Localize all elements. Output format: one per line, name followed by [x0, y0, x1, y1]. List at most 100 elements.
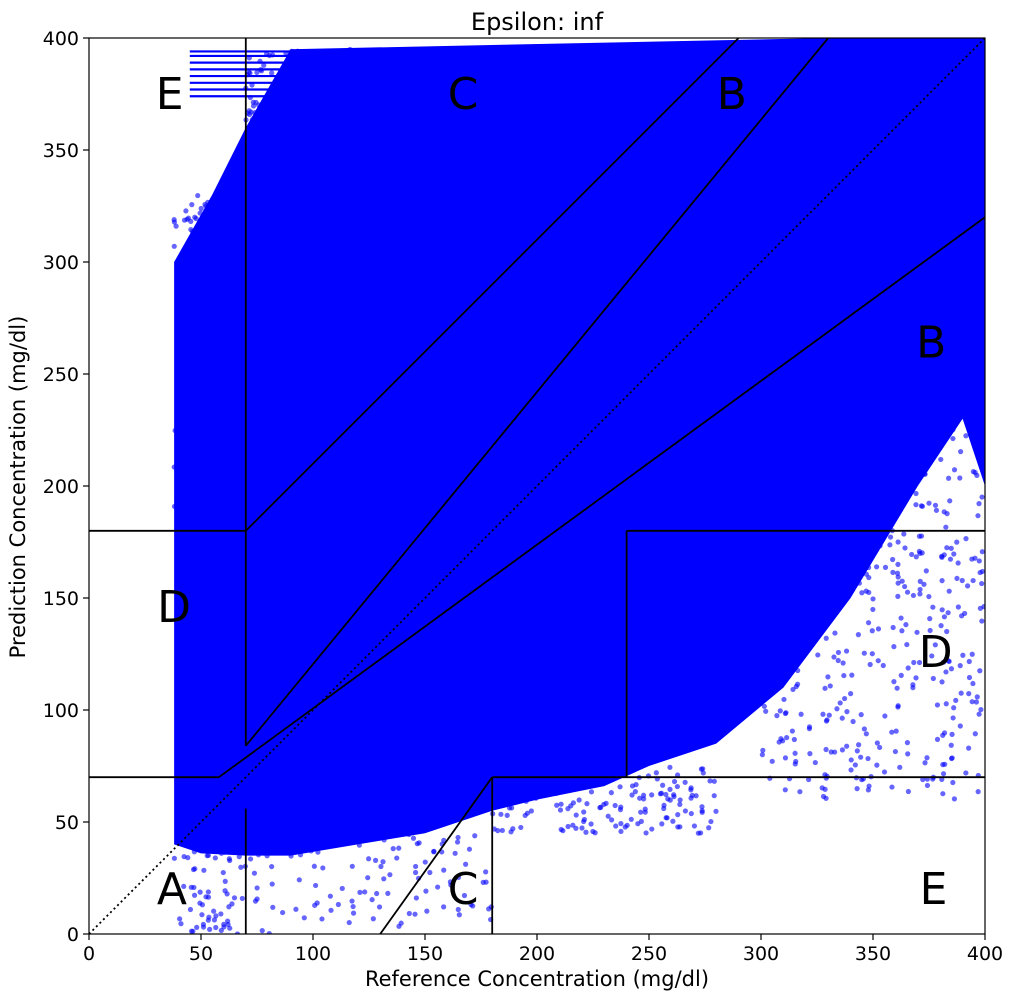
- scatter-point: [335, 901, 341, 908]
- scatter-point: [761, 703, 767, 709]
- scatter-point: [201, 331, 207, 337]
- scatter-point: [199, 425, 205, 432]
- scatter-point: [223, 327, 229, 333]
- scatter-point: [218, 911, 224, 917]
- scatter-point: [340, 90, 346, 96]
- scatter-point: [239, 895, 245, 902]
- scatter-points: [171, 38, 985, 934]
- scatter-point: [947, 498, 953, 504]
- scatter-point: [789, 728, 795, 734]
- scatter-point: [201, 867, 207, 873]
- scatter-point: [783, 401, 789, 407]
- scatter-point: [927, 616, 933, 622]
- scatter-point: [329, 83, 335, 89]
- scatter-point: [314, 900, 320, 906]
- scatter-point: [905, 459, 912, 465]
- scatter-point: [252, 178, 258, 184]
- scatter-point: [186, 489, 192, 495]
- scatter-point: [297, 852, 304, 858]
- scatter-point: [377, 827, 383, 833]
- scatter-point: [498, 770, 504, 776]
- scatter-point: [345, 67, 351, 73]
- scatter-point: [890, 624, 896, 631]
- scatter-point: [638, 809, 644, 815]
- scatter-point: [294, 48, 300, 54]
- scatter-point: [894, 570, 901, 576]
- scatter-point: [764, 431, 771, 437]
- scatter-point: [314, 89, 321, 96]
- scatter-point: [273, 119, 279, 125]
- scatter-point: [356, 842, 362, 848]
- scatter-point: [208, 396, 214, 403]
- scatter-point: [691, 484, 697, 490]
- scatter-point: [250, 401, 256, 407]
- scatter-point: [225, 455, 231, 461]
- scatter-point: [266, 930, 272, 934]
- scatter-point: [778, 471, 785, 477]
- scatter-point: [502, 782, 508, 788]
- scatter-point: [943, 524, 949, 530]
- scatter-point: [902, 489, 909, 496]
- zone-boundary-line: [379, 776, 493, 934]
- scatter-point: [328, 907, 334, 913]
- scatter-point: [592, 830, 598, 836]
- scatter-point: [193, 322, 199, 328]
- scatter-point: [208, 466, 215, 472]
- scatter-point: [253, 329, 259, 335]
- scatter-point: [859, 590, 865, 596]
- scatter-point: [313, 109, 319, 115]
- scatter-point: [890, 569, 896, 575]
- scatter-point: [255, 814, 261, 820]
- scatter-point: [725, 494, 731, 501]
- scatter-point: [898, 615, 904, 621]
- scatter-point: [298, 135, 304, 142]
- scatter-point: [828, 749, 834, 755]
- scatter-point: [554, 802, 560, 808]
- scatter-point: [236, 431, 242, 437]
- scatter-point: [822, 786, 828, 792]
- scatter-point: [327, 893, 333, 899]
- scatter-point: [673, 403, 680, 409]
- scatter-point: [409, 813, 415, 819]
- scatter-point: [183, 290, 190, 296]
- scatter-point: [525, 791, 531, 797]
- scatter-point: [969, 556, 975, 562]
- scatter-point: [841, 672, 847, 679]
- scatter-point: [609, 817, 615, 823]
- scatter-point: [227, 474, 233, 480]
- scatter-point: [735, 492, 741, 498]
- scatter-point: [304, 66, 310, 73]
- scatter-point: [950, 779, 956, 786]
- x-axis-ticks: 0 50 100 150 200 250 300 350 400: [83, 934, 1003, 965]
- scatter-point: [283, 50, 289, 56]
- scatter-point: [236, 854, 242, 860]
- scatter-point: [348, 91, 354, 97]
- chart-title: Epsilon: inf: [471, 8, 604, 36]
- scatter-point: [845, 419, 852, 425]
- scatter-point: [203, 288, 209, 294]
- scatter-point: [230, 222, 237, 229]
- scatter-point: [188, 928, 195, 934]
- scatter-point: [783, 623, 790, 629]
- scatter-point: [350, 95, 356, 101]
- scatter-point: [601, 801, 607, 808]
- scatter-point: [309, 132, 315, 139]
- scatter-point: [327, 77, 333, 84]
- scatter-point: [783, 710, 789, 716]
- scatter-point: [215, 282, 221, 289]
- scatter-point: [454, 839, 461, 845]
- scatter-point: [673, 414, 679, 421]
- y-tick-label: 300: [43, 252, 79, 274]
- scatter-point: [675, 772, 681, 778]
- scatter-point: [257, 443, 264, 449]
- scatter-point: [308, 157, 314, 163]
- scatter-point: [354, 113, 360, 119]
- scatter-point: [319, 916, 325, 922]
- scatter-point: [448, 882, 454, 888]
- scatter-point: [208, 361, 214, 367]
- scatter-point: [441, 904, 447, 910]
- scatter-point: [632, 765, 638, 772]
- scatter-point: [319, 66, 325, 72]
- scatter-point: [251, 849, 257, 855]
- scatter-point: [205, 894, 212, 900]
